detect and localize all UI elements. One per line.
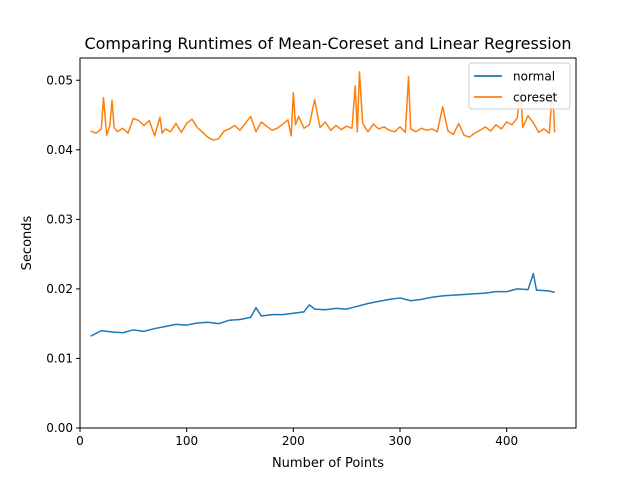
plot-area (79, 57, 577, 429)
x-tick-label: 100 (175, 434, 198, 448)
chart-title: Comparing Runtimes of Mean-Coreset and L… (84, 34, 571, 53)
legend-label-normal: normal (513, 70, 555, 84)
x-axis: 0 100 200 300 400 (76, 428, 518, 448)
series-layer (90, 71, 556, 337)
plot-frame (79, 57, 577, 429)
y-tick-label: 0.01 (46, 351, 73, 365)
x-tick-label: 400 (495, 434, 518, 448)
y-tick-label: 0.03 (46, 212, 73, 226)
x-tick-label: 300 (389, 434, 412, 448)
legend-label-coreset: coreset (513, 91, 558, 105)
y-tick-label: 0.00 (46, 421, 73, 435)
y-axis-label: Seconds (20, 215, 35, 270)
y-tick-label: 0.05 (46, 73, 73, 87)
y-axis: 0.00 0.01 0.02 0.03 0.04 0.05 (46, 73, 80, 435)
legend: normal coreset (468, 62, 571, 110)
series-line-coreset (90, 71, 556, 141)
x-tick-label: 200 (282, 434, 305, 448)
x-tick-label: 0 (76, 434, 84, 448)
y-tick-label: 0.04 (46, 143, 73, 157)
y-tick-label: 0.02 (46, 282, 73, 296)
x-axis-label: Number of Points (272, 456, 384, 471)
series-line-normal (90, 272, 555, 337)
